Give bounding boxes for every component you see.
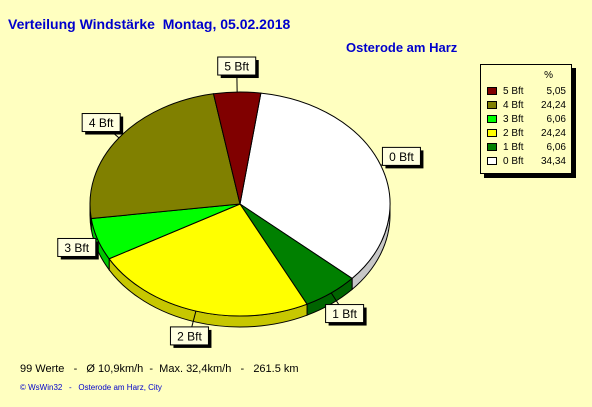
pie-slice-5-bft — [212, 91, 262, 205]
chart-subtitle: Osterode am Harz — [346, 40, 458, 55]
credit-line: © WsWin32 - Osterode am Harz, City — [20, 383, 162, 392]
label-box — [217, 56, 257, 76]
legend-header: % — [544, 70, 553, 81]
label-box — [325, 304, 365, 324]
legend-value: 24,24 — [540, 99, 566, 111]
legend-label: 0 Bft — [503, 155, 524, 167]
pie-slice-4-bft — [89, 93, 241, 220]
slice-label: 4 Bft — [89, 116, 114, 130]
slice-label: 3 Bft — [64, 241, 89, 255]
legend-swatch — [487, 101, 497, 109]
label-box — [169, 326, 209, 346]
legend-item: 5 Bft 5,05 — [487, 85, 566, 97]
label-box — [381, 146, 421, 166]
legend-item: 4 Bft 24,24 — [487, 99, 566, 111]
legend-value: 34,34 — [540, 155, 566, 167]
legend-swatch — [487, 143, 497, 151]
legend-item: 0 Bft 34,34 — [487, 155, 566, 167]
legend-swatch — [487, 129, 497, 137]
legend-value: 24,24 — [540, 127, 566, 139]
slice-label: 2 Bft — [177, 329, 202, 343]
legend-label: 3 Bft — [503, 113, 524, 125]
legend-label: 4 Bft — [503, 99, 524, 111]
legend-swatch — [487, 157, 497, 165]
pie-slice-0-bft — [239, 92, 391, 280]
legend-value: 6,06 — [546, 113, 566, 125]
legend-label: 2 Bft — [503, 127, 524, 139]
legend-item: 3 Bft 6,06 — [487, 113, 566, 125]
slice-label: 5 Bft — [224, 60, 249, 74]
slice-label: 0 Bft — [389, 150, 414, 164]
legend-swatch — [487, 87, 497, 95]
pie-slice-2-bft — [108, 203, 308, 317]
label-box — [57, 237, 97, 257]
legend-value: 5,05 — [546, 85, 566, 97]
chart-title: Verteilung Windstärke Montag, 05.02.2018 — [8, 16, 291, 32]
legend-label: 5 Bft — [503, 85, 524, 97]
legend-swatch — [487, 115, 497, 123]
legend-label: 1 Bft — [503, 141, 524, 153]
slice-label: 1 Bft — [332, 307, 357, 321]
legend-item: 1 Bft 6,06 — [487, 141, 566, 153]
stats-footer: 99 Werte - Ø 10,9km/h - Max. 32,4km/h - … — [20, 363, 299, 375]
legend: % 5 Bft 5,05 4 Bft 24,24 3 Bft 6,06 2 Bf… — [480, 64, 572, 174]
legend-value: 6,06 — [546, 141, 566, 153]
label-box — [81, 113, 121, 133]
legend-item: 2 Bft 24,24 — [487, 127, 566, 139]
